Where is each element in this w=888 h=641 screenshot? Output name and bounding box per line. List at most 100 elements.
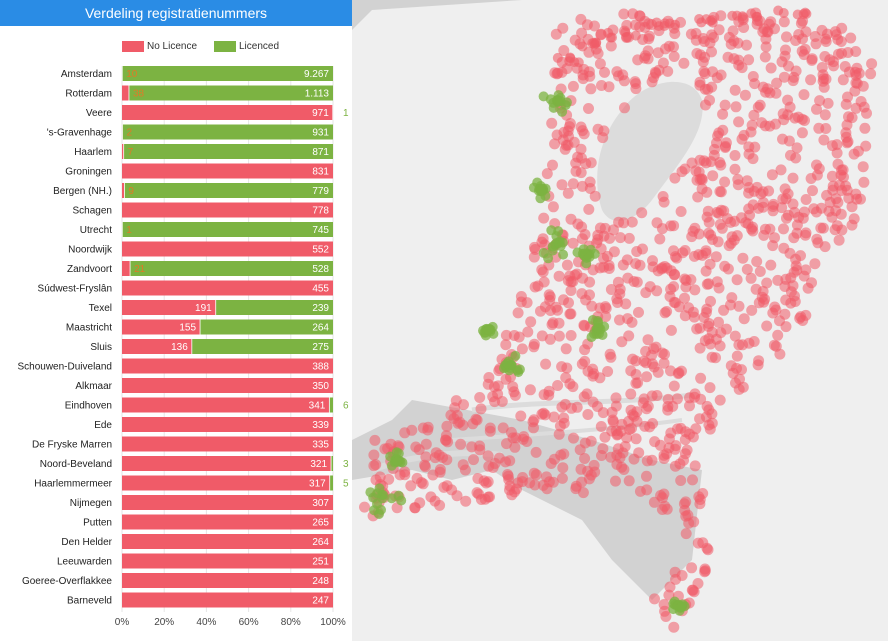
registration-dot: [797, 33, 808, 45]
registration-dot: [651, 285, 663, 297]
registration-dot: [689, 388, 701, 400]
category-label: Den Helder: [61, 537, 112, 548]
registration-dot: [577, 41, 588, 52]
registration-dot: [643, 33, 655, 45]
registration-dot: [770, 118, 781, 130]
registration-dot: [576, 233, 588, 245]
bar-label-licenced: 931: [312, 128, 329, 139]
registration-dot: [730, 101, 742, 113]
registration-dot: [368, 449, 380, 461]
bar-label-licenced: 239: [312, 303, 329, 314]
registration-dot: [561, 259, 573, 271]
bar-no-licence: [122, 85, 129, 101]
registration-dot: [850, 69, 862, 81]
bar-label-no-licence: 778: [312, 206, 329, 217]
registration-dot: [826, 170, 838, 182]
registration-dot: [558, 45, 570, 56]
registration-dot: [689, 460, 701, 472]
registration-dot: [656, 263, 668, 275]
registration-dot: [630, 78, 642, 90]
registration-dot: [791, 264, 803, 276]
registration-dot: [787, 75, 799, 87]
category-label: Súdwest-Fryslân: [38, 284, 112, 295]
registration-dot: [792, 9, 803, 20]
bar-no-licence: [122, 105, 333, 120]
bar-label-no-licence: 251: [312, 557, 329, 568]
registration-dot: [679, 292, 690, 304]
registration-dot: [616, 418, 628, 430]
registration-dot: [612, 428, 624, 440]
bar-label-licenced: 5: [343, 479, 349, 490]
registration-dot: [672, 368, 684, 380]
registration-dot: [622, 272, 634, 284]
registration-dot: [800, 7, 811, 18]
registration-dot: [598, 253, 610, 264]
registration-dot: [474, 440, 486, 452]
bar-label-licenced: 264: [312, 323, 329, 334]
registration-dot: [701, 278, 713, 290]
registration-dot: [551, 129, 563, 141]
category-label: Amsterdam: [61, 69, 112, 80]
bar-label-no-licence: 831: [312, 167, 329, 178]
registration-dot: [369, 434, 381, 446]
map-panel[interactable]: [352, 0, 888, 641]
registration-dot: [654, 233, 666, 245]
registration-dot: [577, 125, 588, 137]
registration-dot: [675, 206, 687, 217]
registration-dot: [547, 159, 558, 171]
registration-dot: [694, 154, 706, 166]
registration-dot: [729, 163, 741, 175]
registration-dot: [598, 261, 610, 273]
bar-no-licence: [122, 241, 333, 257]
registration-dot: [753, 202, 764, 214]
chart-panel: Verdeling registratienummers No Licence …: [0, 0, 352, 641]
registration-dot: [684, 428, 695, 440]
registration-dot: [623, 330, 635, 342]
licenced-dot: [555, 96, 566, 107]
registration-dot: [500, 339, 512, 351]
netherlands-dot-map[interactable]: [352, 0, 888, 641]
registration-dot: [779, 50, 791, 62]
category-label: Zandvoort: [67, 264, 112, 275]
registration-dot: [706, 351, 718, 363]
registration-dot: [729, 330, 741, 342]
registration-dot: [694, 413, 706, 425]
registration-dot: [687, 474, 698, 486]
bar-licenced: [215, 300, 333, 315]
registration-dot: [669, 251, 681, 263]
registration-dot: [754, 266, 766, 277]
registration-dot: [647, 255, 658, 267]
registration-dot: [860, 140, 872, 152]
bar-licenced: [130, 261, 333, 276]
registration-dot: [585, 157, 597, 169]
registration-dot: [747, 71, 759, 82]
bar-licenced: [200, 319, 333, 335]
x-tick-label: 20%: [154, 617, 174, 628]
category-label: Eindhoven: [65, 401, 112, 412]
registration-dot: [665, 283, 677, 295]
registration-dot: [664, 581, 676, 593]
registration-dot: [479, 493, 491, 505]
registration-dot: [614, 452, 626, 464]
registration-dot: [699, 566, 711, 578]
category-label: Schagen: [73, 206, 112, 217]
registration-dot: [714, 157, 726, 168]
registration-dot: [553, 330, 565, 342]
bar-label-licenced: 1: [343, 108, 349, 119]
registration-dot: [760, 86, 772, 98]
registration-dot: [731, 350, 743, 362]
registration-dot: [567, 276, 579, 287]
registration-dot: [565, 330, 577, 341]
registration-dot: [406, 424, 418, 436]
registration-dot: [528, 251, 540, 263]
registration-dot: [780, 193, 792, 205]
legend-swatch-licenced: [214, 41, 236, 52]
registration-dot: [555, 449, 567, 461]
legend-label-no-licence: No Licence: [147, 41, 198, 52]
registration-dot: [722, 51, 734, 63]
bar-licenced: [122, 124, 333, 140]
registration-dot: [441, 420, 453, 432]
registration-dot: [842, 91, 853, 103]
registration-dot: [774, 315, 785, 327]
